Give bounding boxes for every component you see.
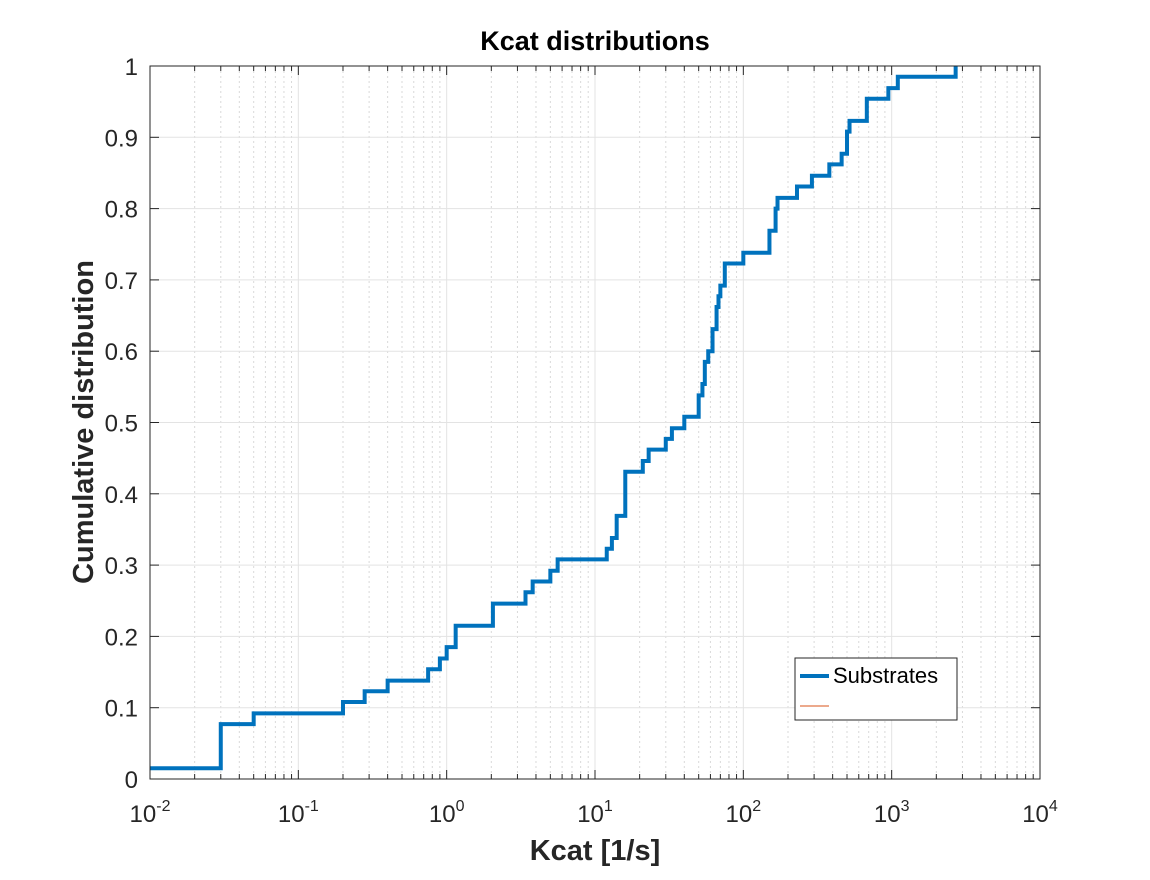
series-line-substrates: [150, 66, 958, 771]
y-tick-label: 0.1: [105, 696, 138, 723]
y-tick-label: 0.3: [105, 553, 138, 580]
tick-labels: 10-2 10-1 100 101 102 103 104 0 0.1 0.2 0.3 0.4 0.5 0…: [105, 54, 1058, 828]
y-tick-label: 0: [125, 767, 138, 794]
x-tick-label: 102: [726, 798, 762, 828]
y-tick-label: 0.9: [105, 125, 138, 152]
y-tick-label: 0.5: [105, 411, 138, 438]
chart-title: Kcat distributions: [480, 26, 710, 56]
legend-label-substrates: Substrates: [833, 663, 938, 688]
y-tick-label: 0.4: [105, 482, 138, 509]
legend-box: [794, 657, 958, 721]
y-tick-label: 0.8: [105, 197, 138, 224]
y-axis-title: Cumulative distribution: [68, 260, 100, 584]
y-tick-label: 0.2: [105, 624, 138, 651]
x-tick-label: 100: [429, 798, 465, 828]
x-tick-label: 10-1: [278, 798, 319, 828]
x-tick-label: 10-2: [130, 798, 171, 828]
y-tick-label: 0.6: [105, 339, 138, 366]
x-tick-label: 104: [1022, 798, 1058, 828]
axis-ticks: [149, 65, 1041, 780]
x-tick-label: 101: [577, 798, 613, 828]
y-tick-label: 1: [125, 54, 138, 81]
legend: Substrates: [794, 657, 958, 721]
x-axis-title: Kcat [1/s]: [530, 835, 661, 867]
x-tick-label: 103: [874, 798, 910, 828]
y-tick-label: 0.7: [105, 268, 138, 295]
series-layer: [150, 66, 958, 771]
